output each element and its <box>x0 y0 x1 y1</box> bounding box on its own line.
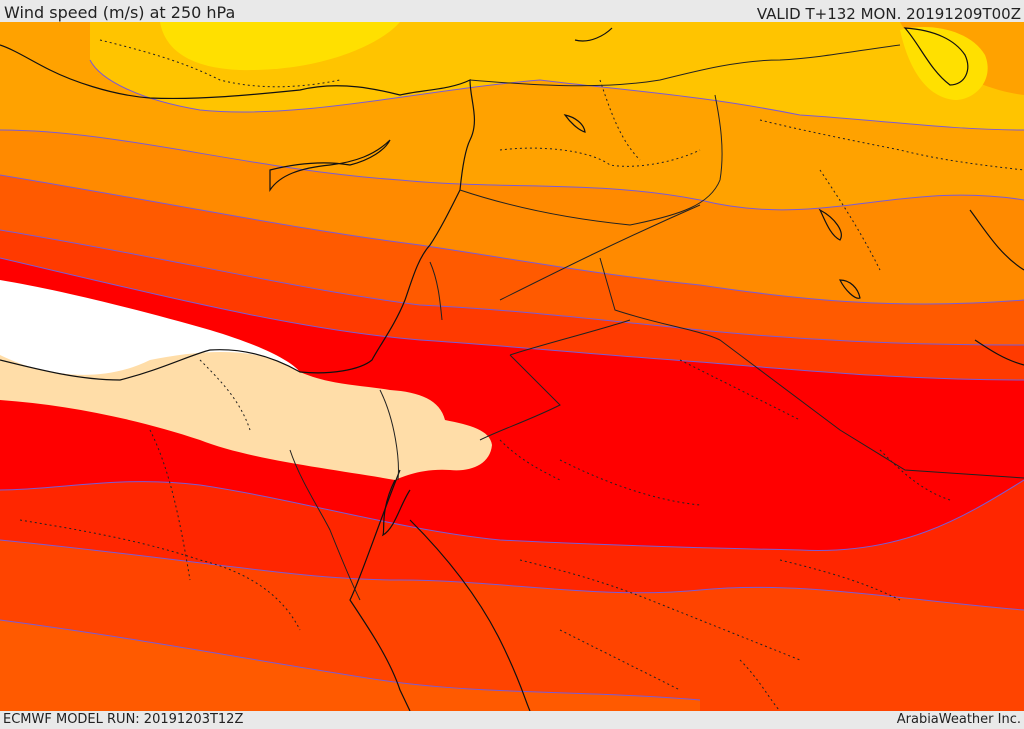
map-header: Wind speed (m/s) at 250 hPa VALID T+132 … <box>0 0 1024 23</box>
wind-max-pale <box>0 351 492 480</box>
credit-label: ArabiaWeather Inc. <box>896 712 1021 727</box>
admin-boundaries <box>19 39 1024 711</box>
contour-lines <box>0 59 1024 701</box>
wind-band-orange-mid <box>0 130 1024 305</box>
map-title: Wind speed (m/s) at 250 hPa <box>4 3 236 22</box>
wind-speed-map[interactable] <box>0 22 1024 711</box>
wind-band-yellow-core <box>160 22 400 71</box>
wind-band-red-south <box>0 480 1024 610</box>
valid-time: VALID T+132 MON. 20191209T00Z <box>756 5 1021 23</box>
wind-band-orange-far-south <box>0 620 700 711</box>
model-run-label: ECMWF MODEL RUN: 20191203T12Z <box>3 712 244 727</box>
country-borders <box>289 44 1024 601</box>
wind-band-yellow-east <box>900 27 988 101</box>
coastlines <box>0 27 1024 711</box>
map-footer: ECMWF MODEL RUN: 20191203T12Z ArabiaWeat… <box>0 711 1024 729</box>
wind-band-jet-core <box>0 258 1024 551</box>
wind-band-red-orange <box>0 230 1024 380</box>
wind-band-dark-orange <box>0 175 1024 345</box>
